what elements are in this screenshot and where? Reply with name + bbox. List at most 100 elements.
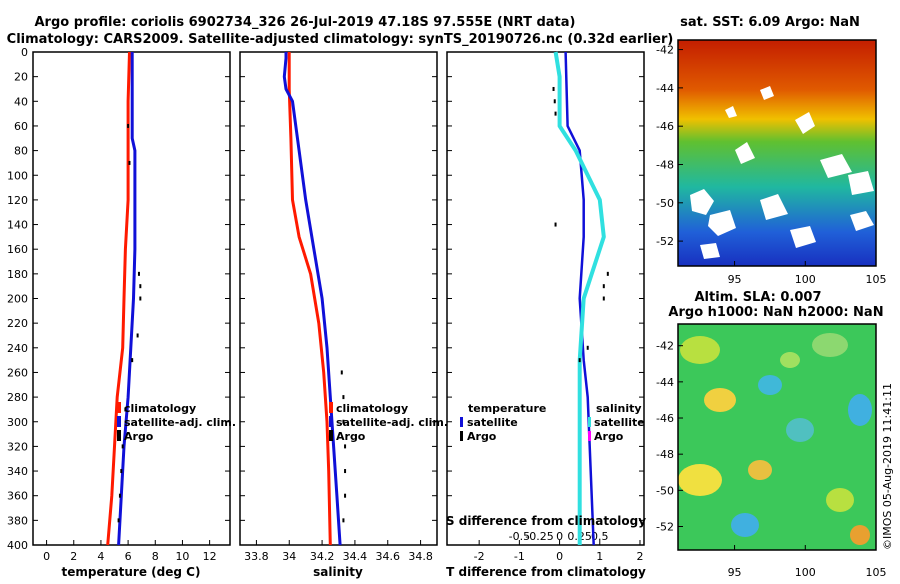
map-y-tick-label: -44 [656,376,674,389]
difference-panel-frame [446,51,645,546]
sla-blob [786,418,814,442]
depth-tick-label: 300 [7,416,28,429]
s-difference-tick-label: 0 [556,530,563,543]
x-tick-label: 33.8 [244,550,269,563]
legend-satellite-swatch [329,416,333,427]
x-tick-label: 1 [596,550,603,563]
argo-point [602,284,605,289]
legend-argo-swatch [329,430,333,441]
s-difference-tick-label: -0.5 [509,530,530,543]
series-line-salinity-satellite [553,51,606,545]
legend-climatology-label: climatology [336,402,408,415]
s-difference-axis-label: S difference from climatology [446,514,646,528]
sst-map-land-mask [690,86,874,259]
x-tick-label: 34.2 [310,550,335,563]
map-x-tick-label: 95 [728,566,742,579]
sst-map-frame [677,39,877,267]
depth-tick-label: 280 [7,391,28,404]
argo-point [602,296,605,301]
sla-map-title-1: Altim. SLA: 0.007 [695,290,822,305]
legend-satellite-label: satellite-adj. clim. [124,416,236,429]
argo-point [117,518,120,523]
series-line-satellite-adj-clim- [282,52,342,546]
depth-tick-label: 320 [7,440,28,453]
map-x-tick-label: 100 [795,566,816,579]
s-difference-tick-label: -0.25 [525,530,553,543]
depth-tick-label: 260 [7,366,28,379]
legend-temp-argo-label: Argo [467,430,497,443]
temperature-legend: climatology satellite-adj. clim. Argo [117,402,236,443]
x-tick-label: 34.8 [408,550,433,563]
sla-blob [848,394,872,426]
series-line-satellite-adj-clim- [117,52,137,546]
depth-tick-label: 400 [7,539,28,552]
legend-sal-argo-swatch [588,431,591,441]
legend-satellite-swatch [117,416,121,427]
argo-point [578,358,581,363]
x-tick-label: 34.6 [376,550,401,563]
sla-blob [826,488,854,512]
argo-point [344,469,347,474]
sla-blob [758,375,782,395]
legend-temp-satellite-label: satellite [467,416,518,429]
argo-point [553,99,556,104]
argo-point [344,493,347,498]
depth-tick-label: 40 [14,95,28,108]
depth-tick-label: 140 [7,219,28,232]
salinity-plot: 33.8 34 34.2 34.4 34.6 34.8 [240,51,437,563]
argo-point [118,493,121,498]
argo-point [137,271,140,276]
legend-temperature-header: temperature [468,402,546,415]
depth-tick-label: 200 [7,293,28,306]
map-y-tick-label: -48 [656,158,674,171]
sla-blob [748,460,772,480]
map-y-tick-label: -42 [656,340,674,353]
map-y-tick-label: -50 [656,484,674,497]
sla-blob [850,525,870,545]
legend-sal-argo-label: Argo [594,430,624,443]
map-y-tick-label: -42 [656,44,674,57]
depth-tick-label: 240 [7,342,28,355]
legend-argo-swatch [117,430,121,441]
argo-point [342,518,345,523]
imos-watermark: ©IMOS 05-Aug-2019 11:41:11 [881,383,894,550]
sla-blob [812,333,848,357]
x-tick-label: 0 [43,550,50,563]
map-y-tick-label: -44 [656,82,674,95]
argo-point [342,395,345,400]
argo-point [340,370,343,375]
legend-climatology-label: climatology [124,402,196,415]
sst-map-axes: 95 100 105 -42 -44 -46 -48 -50 -52 [656,44,886,286]
depth-tick-labels: 0 20 40 60 80 100 120 140 160 180 200 220 240 260 280 3… [7,46,28,552]
depth-tick-label: 180 [7,268,28,281]
argo-point [342,419,345,424]
map-x-tick-label: 95 [728,273,742,286]
argo-point [139,284,142,289]
map-y-tick-label: -52 [656,520,674,533]
sla-map-frame [677,323,877,551]
depth-tick-label: 100 [7,169,28,182]
x-tick-label: 4 [97,550,104,563]
legend-climatology-swatch [117,402,121,413]
argo-point [552,86,555,91]
s-difference-tick-label: 0.5 [591,530,609,543]
sla-blob [731,513,759,537]
title-line-2: Climatology: CARS2009. Satellite-adjuste… [7,32,674,47]
legend-temp-satellite-swatch [460,417,463,427]
argo-point [586,345,589,350]
x-tick-label: 34 [282,550,296,563]
legend-argo-label: Argo [124,430,154,443]
argo-point [131,358,134,363]
series-line-temperature-satellite [564,51,595,546]
x-tick-label: -2 [474,550,485,563]
sla-map-title-2: Argo h1000: NaN h2000: NaN [668,305,883,320]
salinity-legend: climatology satellite-adj. clim. Argo [329,402,448,443]
sla-blob [780,352,800,368]
sla-map-axes: 95 100 105 -42 -44 -46 -48 -50 -52 [656,340,886,579]
salinity-panel-frame [239,51,438,546]
x-tick-label: 34.4 [343,550,368,563]
x-tick-label: 6 [125,550,132,563]
x-tick-label: 2 [70,550,77,563]
argo-point [606,271,609,276]
